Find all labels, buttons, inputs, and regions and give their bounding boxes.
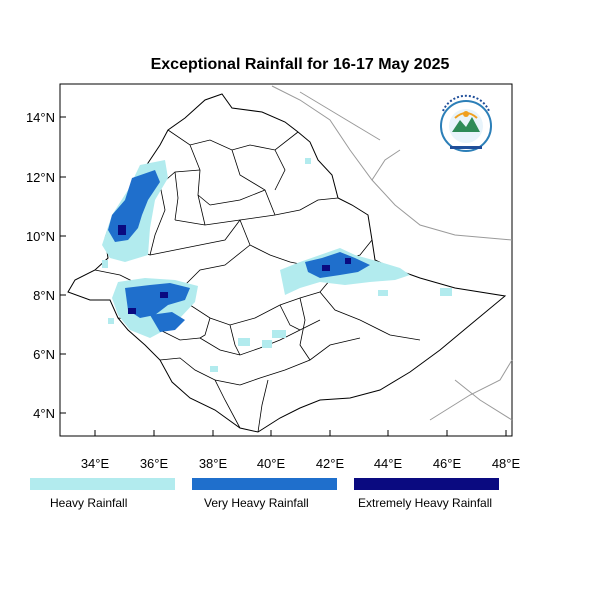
lon-tick-label: 42°E [316, 456, 345, 471]
lon-tick-label: 36°E [140, 456, 169, 471]
legend-item-extremely-heavy: Extremely Heavy Rainfall [354, 478, 499, 510]
legend-item-very-heavy: Very Heavy Rainfall [192, 478, 337, 510]
legend: Heavy Rainfall Very Heavy Rainfall Extre… [30, 478, 510, 518]
longitude-tick-labels: 34°E 36°E 38°E 40°E 42°E 44°E 46°E 48°E [81, 456, 521, 471]
legend-label-heavy: Heavy Rainfall [50, 496, 128, 510]
lon-tick-label: 46°E [433, 456, 462, 471]
map-title: Exceptional Rainfall for 16-17 May 2025 [150, 56, 450, 73]
axis-ticks [60, 116, 507, 436]
country-outline [67, 93, 507, 433]
legend-swatch-very-heavy [192, 478, 337, 490]
lat-tick-label: 10°N [26, 229, 55, 244]
lon-tick-label: 40°E [257, 456, 286, 471]
lat-tick-label: 12°N [26, 170, 55, 185]
legend-swatch-heavy [30, 478, 175, 490]
legend-swatch-extremely-heavy [354, 478, 499, 490]
lat-tick-label: 14°N [26, 110, 55, 125]
legend-item-heavy: Heavy Rainfall [30, 478, 175, 510]
legend-label-extremely-heavy: Extremely Heavy Rainfall [358, 496, 493, 510]
legend-label-very-heavy: Very Heavy Rainfall [204, 496, 309, 510]
lon-tick-label: 34°E [81, 456, 110, 471]
latitude-tick-labels: 14°N 12°N 10°N 8°N 6°N 4°N [26, 110, 55, 421]
ethiopian-meteorology-institute-logo-icon [440, 94, 492, 152]
lat-tick-label: 8°N [33, 288, 55, 303]
very-heavy-rainfall-areas [108, 170, 370, 332]
extremely-heavy-rainfall-areas [118, 225, 351, 314]
lon-tick-label: 38°E [199, 456, 228, 471]
neighbor-borders [271, 85, 513, 421]
lon-tick-label: 48°E [492, 456, 521, 471]
lon-tick-label: 44°E [374, 456, 403, 471]
lat-tick-label: 4°N [33, 406, 55, 421]
lat-tick-label: 6°N [33, 347, 55, 362]
